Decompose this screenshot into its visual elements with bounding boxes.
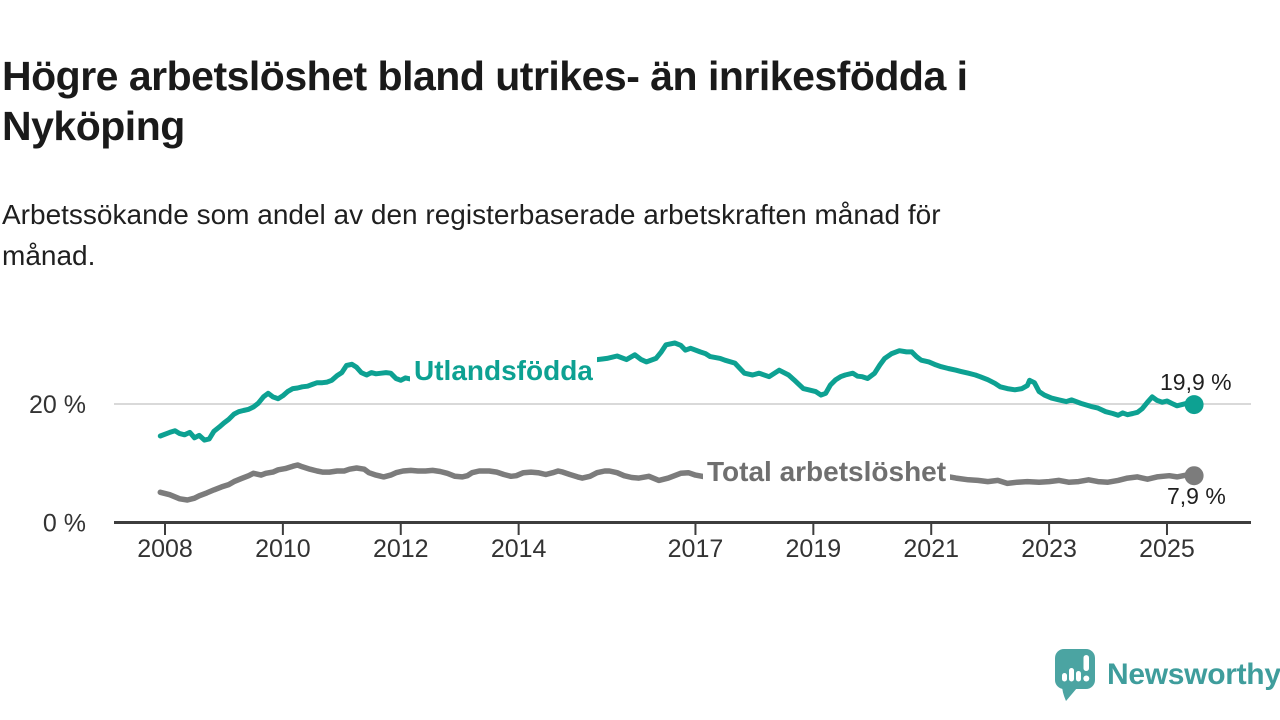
page-title: Högre arbetslöshet bland utrikes- än inr…	[2, 53, 968, 150]
end-value-label-utlandsfodda: 19,9 %	[1160, 369, 1232, 395]
series-line-1	[157, 462, 1197, 503]
x-tick-label: 2010	[255, 535, 311, 563]
newsworthy-logo-text: Newsworthy	[1107, 657, 1280, 691]
x-tick-label: 2012	[373, 535, 429, 563]
x-tick-label: 2019	[786, 535, 842, 563]
series-end-dot-0	[1184, 395, 1204, 415]
series-end-dot-1	[1184, 466, 1204, 486]
x-tick-label: 2014	[491, 535, 547, 563]
x-tick-label: 2025	[1139, 535, 1195, 563]
x-tick-label: 2021	[903, 535, 959, 563]
series-line-0	[157, 340, 1197, 443]
x-tick-label: 2023	[1021, 535, 1077, 563]
y-tick-label: 20 %	[29, 391, 86, 419]
x-tick-label: 2008	[137, 535, 193, 563]
series-label-utlandsfodda: Utlandsfödda	[410, 354, 597, 388]
newsworthy-logo: Newsworthy	[1052, 647, 1280, 702]
newsworthy-bubble-chart-icon	[1055, 649, 1095, 701]
x-tick-label: 2017	[668, 535, 724, 563]
series-label-total-arbetsloshet: Total arbetslöshet	[703, 455, 951, 489]
end-value-label-total: 7,9 %	[1167, 483, 1226, 509]
y-tick-label: 0 %	[43, 510, 86, 538]
chart-subtitle: Arbetssökande som andel av den registerb…	[2, 199, 941, 271]
